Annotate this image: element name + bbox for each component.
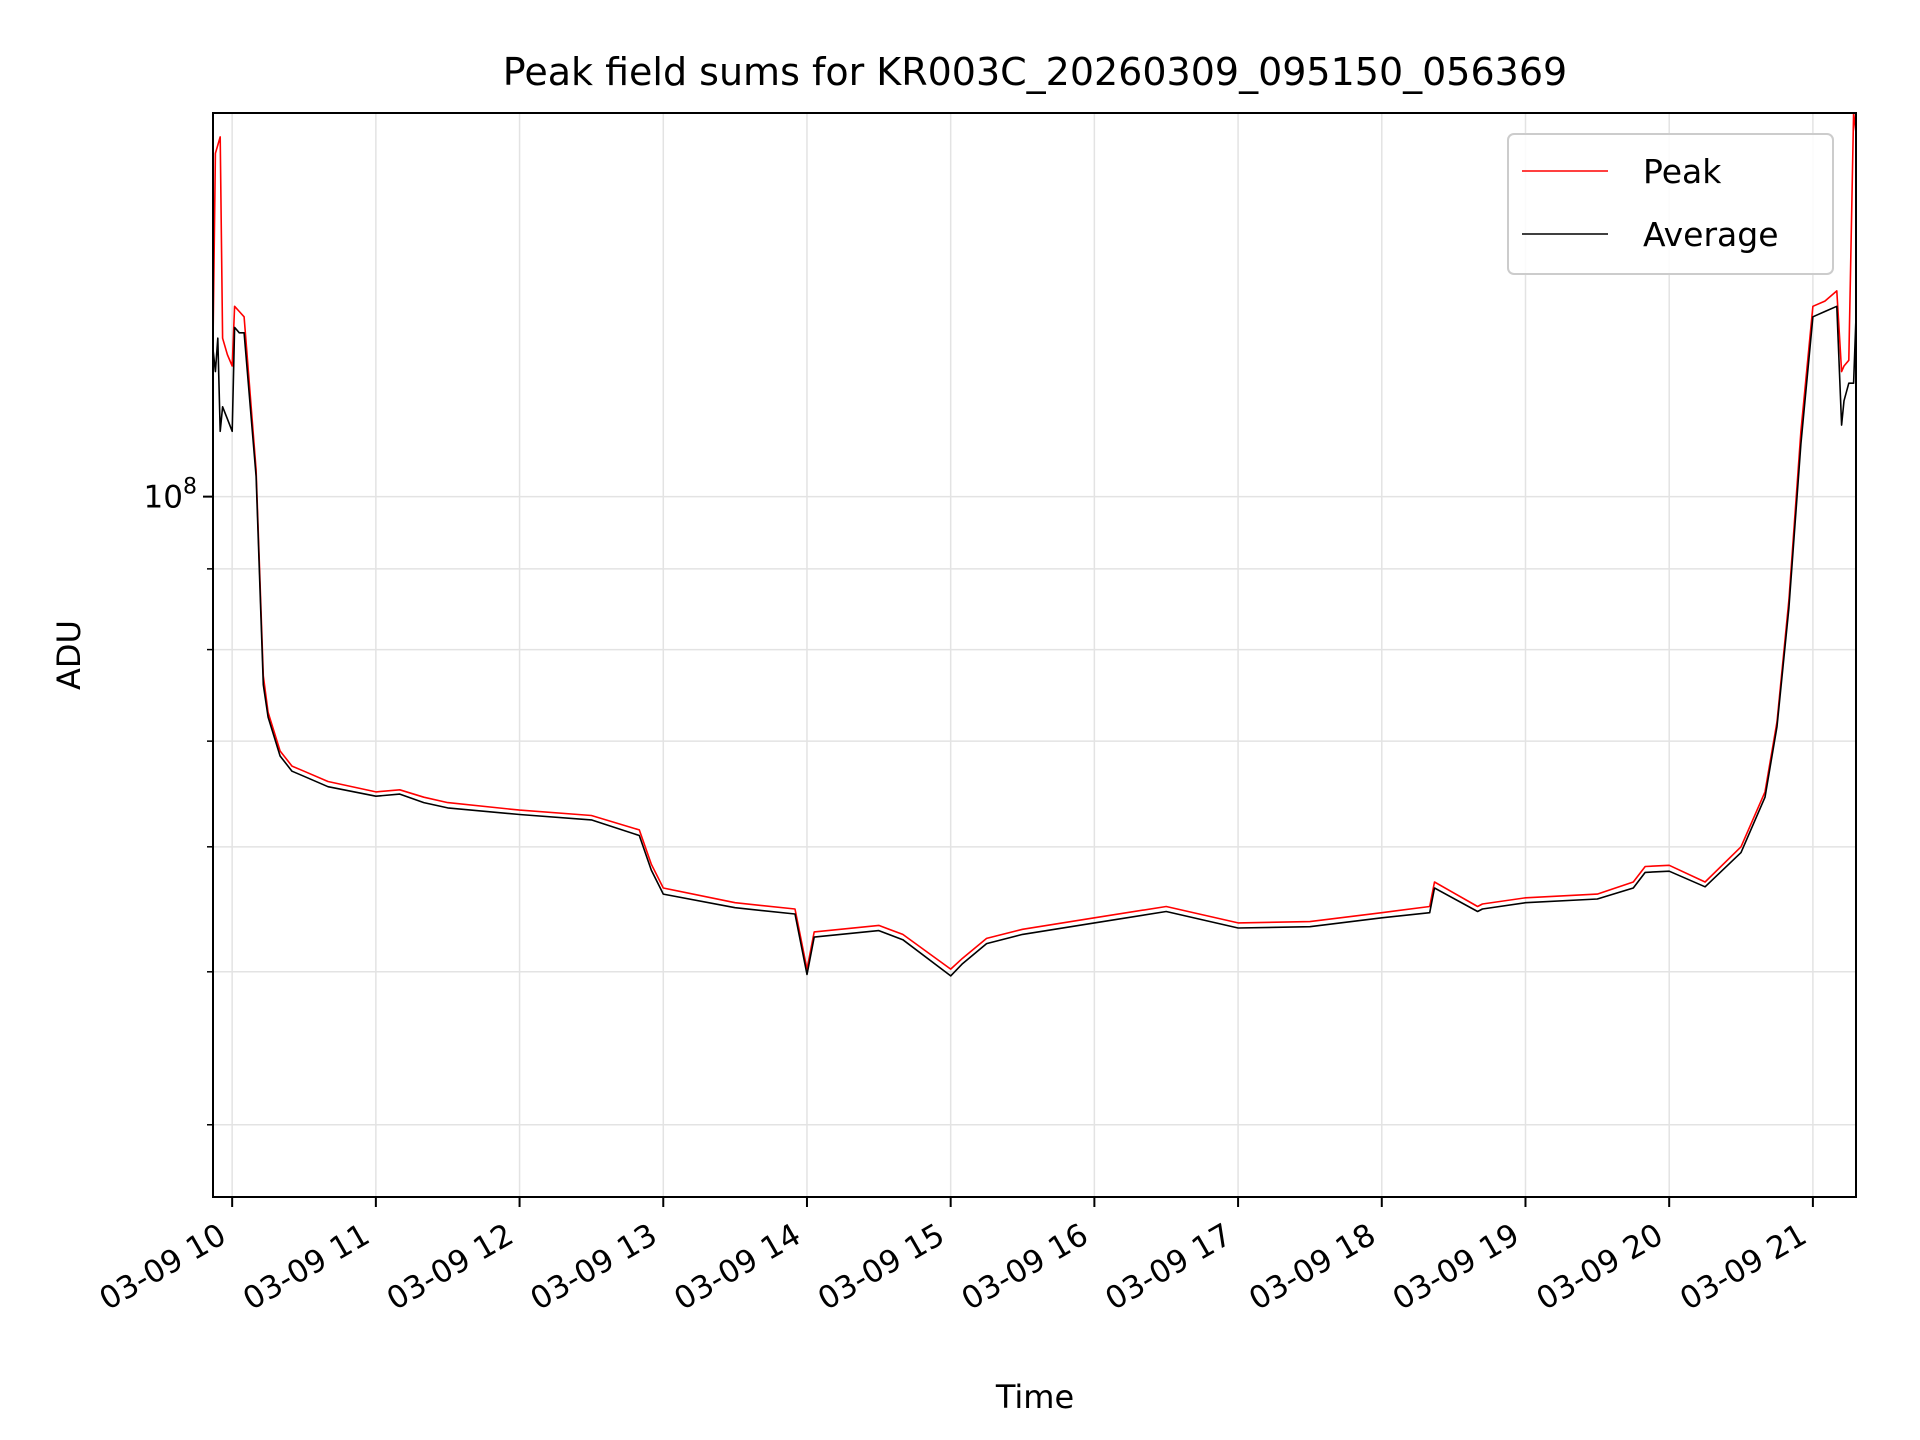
x-tick-label: 03-09 20 [1530,1217,1669,1318]
x-tick-label: 03-09 21 [1674,1217,1813,1318]
x-tick-label: 03-09 16 [956,1217,1095,1318]
chart-title: Peak field sums for KR003C_20260309_0951… [503,50,1567,94]
legend-average-label: Average [1643,215,1779,254]
legend: Peak Average [1507,133,1834,275]
y-tick-label: 108 [144,475,197,516]
x-tick-label: 03-09 15 [812,1217,951,1318]
legend-peak-label: Peak [1643,152,1722,191]
x-tick-label: 03-09 13 [525,1217,664,1318]
x-tick-label: 03-09 10 [93,1217,232,1318]
y-axis-label: ADU [50,620,88,690]
legend-box [1507,133,1834,275]
series-layer [212,112,1857,977]
x-tick-label: 03-09 11 [237,1217,376,1318]
x-tick-label: 03-09 19 [1387,1217,1526,1318]
x-tick-label: 03-09 14 [668,1217,807,1318]
grid-layer [213,113,1856,1197]
series-line-average [212,305,1857,977]
x-tick-label: 03-09 18 [1243,1217,1382,1318]
x-tick-label: 03-09 17 [1099,1217,1238,1318]
plot-frame [212,112,1857,1198]
x-axis-label: Time [995,1378,1074,1416]
x-tick-label: 03-09 12 [381,1217,520,1318]
